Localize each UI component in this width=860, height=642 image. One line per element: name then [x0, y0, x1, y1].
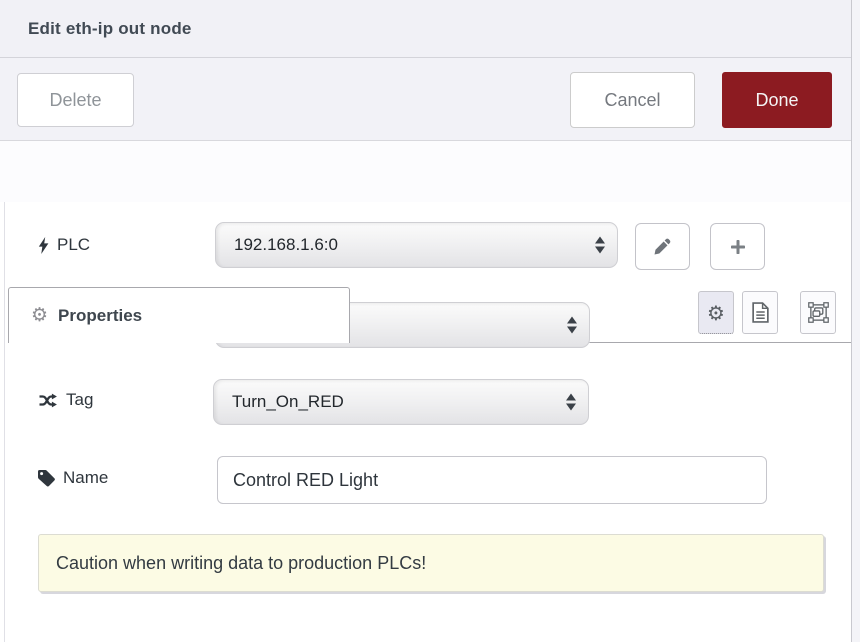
appearance-tab-button[interactable] [800, 291, 836, 334]
document-icon [751, 302, 769, 323]
dialog-title: Edit eth-ip out node [28, 19, 192, 38]
tag-select[interactable]: Turn_On_RED [213, 379, 589, 425]
plc-label: PLC [38, 235, 90, 255]
pencil-icon [654, 238, 671, 255]
tag-icon [38, 469, 55, 487]
tag-label: Tag [38, 390, 93, 410]
done-button[interactable]: Done [722, 72, 832, 128]
plc-label-text: PLC [57, 235, 91, 254]
tab-bar: ⚙ Properties ⚙ [0, 141, 852, 343]
gear-icon: ⚙ [31, 304, 49, 326]
dialog-toolbar: Delete Cancel Done [0, 58, 852, 141]
tab-bar-divider [350, 342, 851, 343]
plus-icon [729, 238, 747, 256]
shuffle-icon [38, 393, 58, 408]
select-stepper-icon [595, 236, 605, 254]
description-tab-button[interactable] [742, 291, 778, 334]
name-label: Name [38, 468, 108, 488]
tag-label-text: Tag [66, 390, 94, 409]
node-appearance-icon [807, 302, 829, 323]
properties-tab-button[interactable]: ⚙ [698, 291, 734, 334]
tray-left-edge [4, 0, 5, 642]
tab-properties-label: Properties [58, 305, 143, 325]
plc-select[interactable]: 192.168.1.6:0 [215, 222, 618, 268]
select-stepper-icon [566, 393, 576, 411]
tab-properties[interactable]: ⚙ Properties [8, 287, 350, 343]
dialog-header: Edit eth-ip out node [0, 0, 852, 58]
bolt-icon [38, 236, 49, 254]
caution-text: Caution when writing data to production … [56, 552, 427, 573]
gear-icon: ⚙ [707, 300, 725, 325]
plc-select-value: 192.168.1.6:0 [234, 235, 338, 254]
cancel-button[interactable]: Cancel [570, 72, 695, 128]
tray-right-strip[interactable] [852, 0, 860, 642]
tag-select-value: Turn_On_RED [232, 392, 344, 411]
caution-banner: Caution when writing data to production … [38, 534, 824, 592]
tray-right-edge [851, 0, 852, 642]
add-plc-button[interactable] [710, 223, 765, 270]
edit-plc-button[interactable] [635, 223, 690, 270]
name-label-text: Name [63, 468, 109, 487]
select-stepper-icon [567, 316, 577, 334]
name-input[interactable] [217, 456, 767, 504]
delete-button[interactable]: Delete [17, 73, 134, 127]
